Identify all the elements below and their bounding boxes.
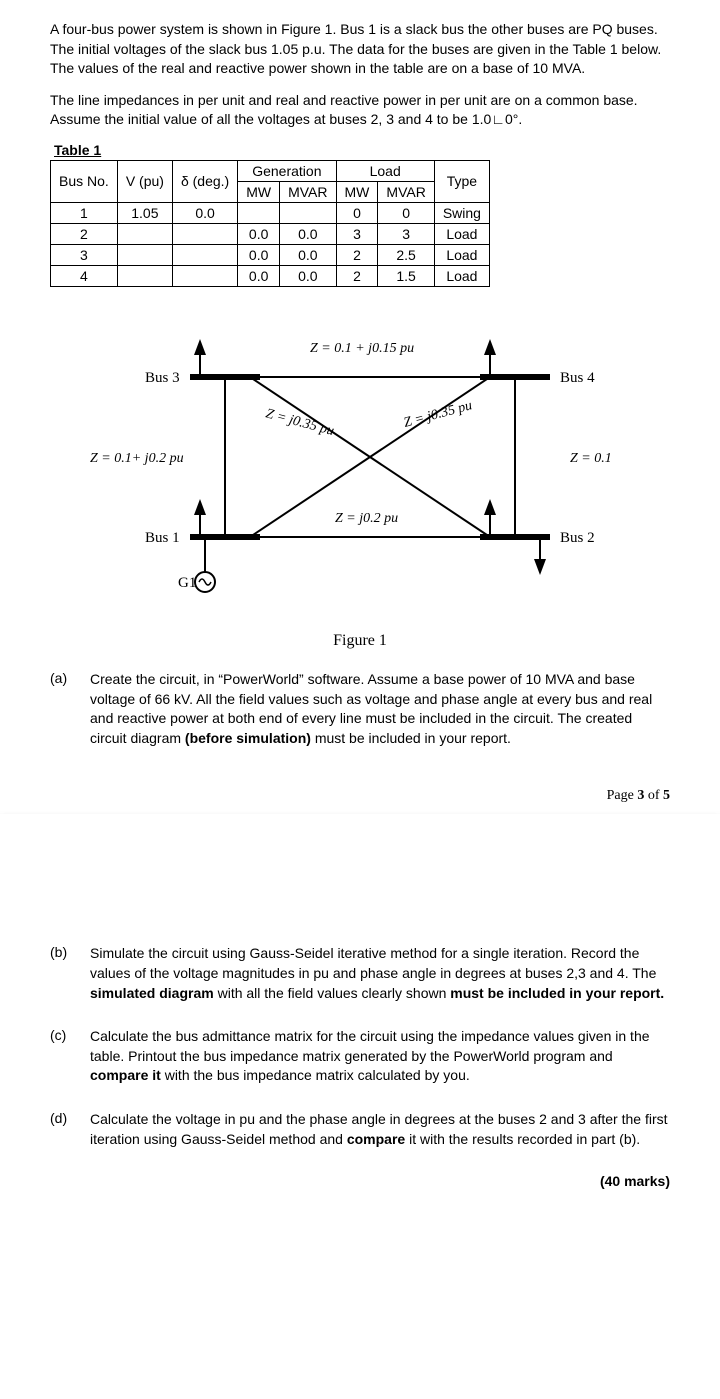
question-c-text: Calculate the bus admittance matrix for … — [90, 1027, 670, 1086]
table-row: 11.050.000Swing — [51, 202, 490, 223]
table-row: 40.00.021.5Load — [51, 265, 490, 286]
table-row: 30.00.022.5Load — [51, 244, 490, 265]
svg-text:Z = 0.1+ j0.2 pu: Z = 0.1+ j0.2 pu — [90, 451, 184, 466]
question-b-label: (b) — [50, 944, 90, 1003]
th-gen-mvar: MVAR — [280, 181, 336, 202]
svg-text:Z = 0.1 + j0.15 pu: Z = 0.1 + j0.15 pu — [310, 341, 414, 356]
question-d: (d) Calculate the voltage in pu and the … — [50, 1110, 670, 1149]
question-a-text: Create the circuit, in “PowerWorld” soft… — [90, 670, 670, 748]
page-break — [0, 814, 720, 904]
intro-para-1: A four-bus power system is shown in Figu… — [50, 20, 670, 79]
th-gen: Generation — [238, 160, 336, 181]
th-type: Type — [434, 160, 489, 202]
svg-text:Bus 1: Bus 1 — [145, 530, 180, 546]
question-b: (b) Simulate the circuit using Gauss-Sei… — [50, 944, 670, 1003]
figure-1: Z = 0.1+ j0.2 pu Z = 0.1+ j0.2 pu Z = 0.1 … — [50, 327, 670, 650]
svg-text:Z = j0.2 pu: Z = j0.2 pu — [335, 511, 398, 526]
question-a-label: (a) — [50, 670, 90, 748]
svg-text:Bus 2: Bus 2 — [560, 530, 595, 546]
marks: (40 marks) — [50, 1173, 670, 1189]
table1: Bus No. V (pu) δ (deg.) Generation Load … — [50, 160, 490, 287]
question-d-text: Calculate the voltage in pu and the phas… — [90, 1110, 670, 1149]
th-delta: δ (deg.) — [172, 160, 237, 202]
table1-label: Table 1 — [54, 142, 670, 158]
th-load-mvar: MVAR — [378, 181, 434, 202]
svg-text:G1: G1 — [178, 575, 196, 591]
svg-text:Z = 0.1+ j0.2 pu: Z = 0.1+ j0.2 pu — [570, 451, 610, 466]
th-load-mw: MW — [336, 181, 378, 202]
question-d-label: (d) — [50, 1110, 90, 1149]
th-v: V (pu) — [117, 160, 172, 202]
th-gen-mw: MW — [238, 181, 280, 202]
table-row: 20.00.033Load — [51, 223, 490, 244]
svg-text:Z = j0.35 pu: Z = j0.35 pu — [402, 398, 474, 431]
page-number: Page 3 of 5 — [50, 788, 670, 804]
question-b-text: Simulate the circuit using Gauss-Seidel … — [90, 944, 670, 1003]
figure-caption: Figure 1 — [50, 632, 670, 650]
svg-text:Bus 4: Bus 4 — [560, 370, 595, 386]
th-bus-no: Bus No. — [51, 160, 118, 202]
question-c: (c) Calculate the bus admittance matrix … — [50, 1027, 670, 1086]
th-load: Load — [336, 160, 434, 181]
intro-para-2: The line impedances in per unit and real… — [50, 91, 670, 130]
question-c-label: (c) — [50, 1027, 90, 1086]
question-a: (a) Create the circuit, in “PowerWorld” … — [50, 670, 670, 748]
svg-text:Bus 3: Bus 3 — [145, 370, 180, 386]
